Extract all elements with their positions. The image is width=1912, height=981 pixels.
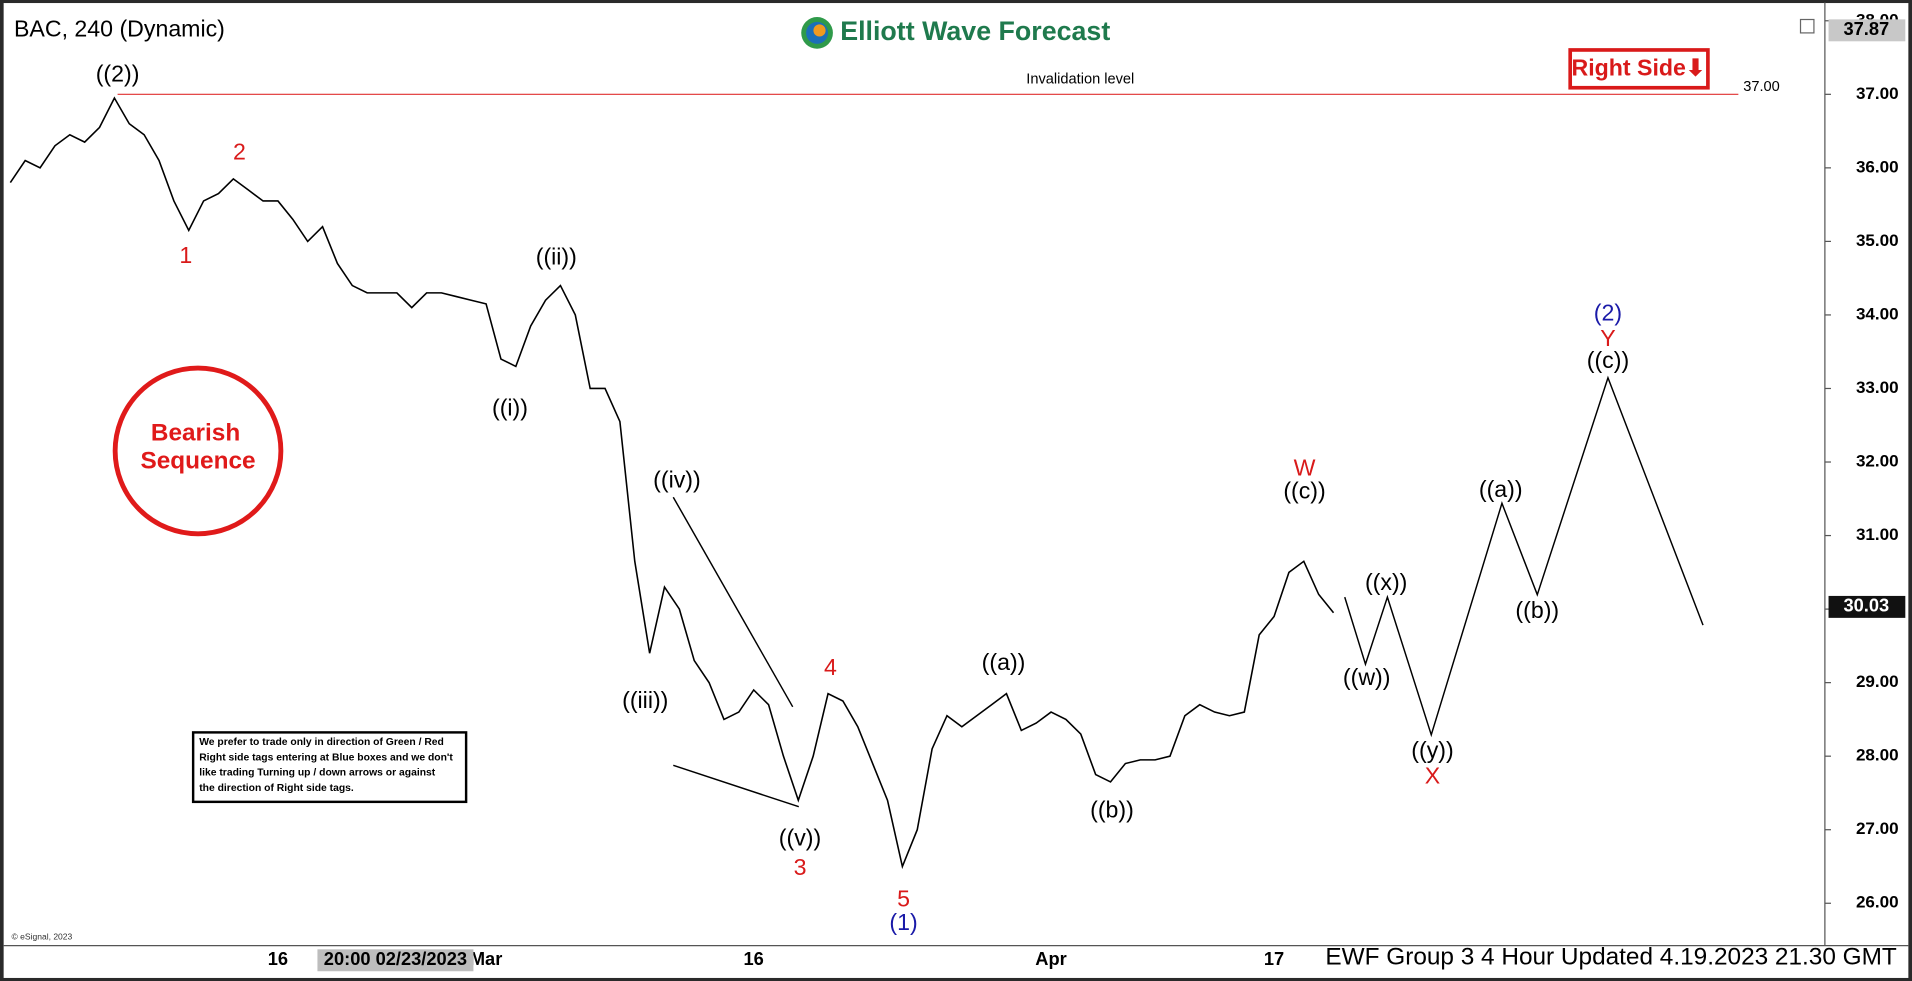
- x-tick-label: 16: [268, 948, 288, 969]
- badge-text: Sequence: [140, 447, 255, 474]
- wave-label: ((c)): [1283, 477, 1325, 503]
- wave-label: Y: [1600, 325, 1615, 351]
- invalidation-text: Invalidation level: [1026, 72, 1134, 88]
- y-tick-label: 26.00: [1856, 893, 1899, 912]
- tag-box: [1568, 48, 1710, 90]
- wave-label: ((b)): [1515, 597, 1559, 623]
- note-line: Right side tags entering at Blue boxes a…: [199, 753, 453, 764]
- price-marker-label: 30.03: [1843, 595, 1889, 616]
- x-tick-label: Mar: [470, 948, 502, 969]
- wave-label: 4: [824, 654, 837, 680]
- crosshair-label: 20:00 02/23/2023: [324, 948, 467, 969]
- y-tick-label: 35.00: [1856, 231, 1899, 250]
- x-tick-label: Apr: [1035, 948, 1066, 969]
- price-line: [9, 96, 1335, 870]
- price-marker: [1828, 595, 1906, 618]
- overlay: 20:00 02/23/2023 37.87 30.03 ((2)) 2 1 ((ii)) (…: [96, 18, 1906, 972]
- wave-label: ((b)): [1090, 797, 1134, 823]
- wave-label: ((w)): [1343, 664, 1391, 690]
- logo-ring: [813, 24, 826, 37]
- wave-label: (1): [889, 909, 917, 935]
- price-marker-label: 37.87: [1843, 18, 1889, 39]
- x-tick-label: 16: [744, 948, 764, 969]
- wave-label: ((2)): [96, 61, 140, 87]
- y-tick-label: 27.00: [1856, 819, 1899, 838]
- wave-label: ((iii)): [622, 687, 668, 713]
- y-tick-label: 32.00: [1856, 452, 1899, 471]
- y-tick-label: 33.00: [1856, 378, 1899, 397]
- plot: Invalidation level 37.00: [9, 72, 1780, 870]
- y-tick-label: 37.00: [1856, 84, 1899, 103]
- invalidation-value: 37.00: [1743, 79, 1780, 95]
- trend-line: [672, 496, 794, 708]
- footer: EWF Group 3 4 Hour Updated 4.19.2023 21.…: [1325, 943, 1897, 970]
- wave-label: 1: [179, 242, 192, 268]
- badge-text: Bearish: [151, 419, 240, 446]
- note-line: We prefer to trade only in direction of …: [199, 737, 444, 748]
- symbol: BAC, 240 (Dynamic): [14, 16, 225, 42]
- wave-label: 5: [897, 886, 910, 912]
- note-line: like trading Turning up / down arrows or…: [199, 767, 436, 778]
- wave-label: X: [1425, 763, 1440, 789]
- wave-label: W: [1294, 454, 1316, 480]
- wave-label: ((a)): [982, 649, 1026, 675]
- y-tick-label: 31.00: [1856, 525, 1899, 544]
- wave-label: ((ii)): [536, 243, 577, 269]
- brand: Elliott Wave Forecast: [840, 16, 1110, 46]
- wave-label: ((a)): [1479, 476, 1523, 502]
- crosshair-box: [317, 949, 474, 972]
- x-tick-label: 17: [1264, 948, 1284, 969]
- wave-label: 3: [794, 854, 807, 880]
- wave-label: ((y)): [1411, 737, 1453, 763]
- badge-circle: [112, 365, 284, 537]
- wave-label: ((x)): [1365, 569, 1407, 595]
- wave-label: 2: [233, 139, 246, 165]
- annotations: [672, 375, 1704, 808]
- tag: Right Side⬇: [1572, 55, 1706, 81]
- logo: [801, 17, 833, 49]
- wave-label: ((iv)): [653, 466, 701, 492]
- note-box: [191, 731, 468, 804]
- y-tick-label: 28.00: [1856, 746, 1899, 765]
- note-line: the direction of Right side tags.: [199, 783, 354, 794]
- copyright: © eSignal, 2023: [12, 931, 73, 941]
- y-tick-label: 34.00: [1856, 304, 1899, 323]
- projection-path: [1344, 375, 1704, 738]
- price-marker: [1828, 19, 1906, 42]
- wave-label: ((i)): [492, 395, 528, 421]
- trend-line: [673, 764, 800, 808]
- wave-label: (2): [1594, 300, 1622, 326]
- window-icon: [1799, 18, 1815, 34]
- y-tick-label: 36.00: [1856, 157, 1899, 176]
- y-tick-label: 29.00: [1856, 672, 1899, 691]
- wave-label: ((v)): [779, 825, 821, 851]
- wave-label: ((c)): [1587, 347, 1629, 373]
